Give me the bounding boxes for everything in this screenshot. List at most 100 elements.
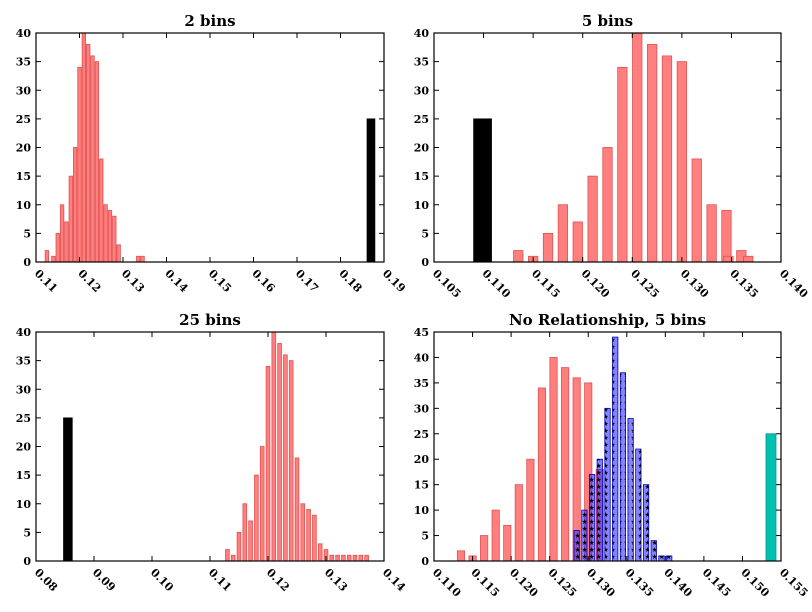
- bar: [77, 66, 82, 263]
- x-tick-label: 0.155: [777, 566, 811, 600]
- bar: [140, 255, 145, 263]
- bar: [561, 367, 570, 562]
- bar: [288, 360, 294, 562]
- x-tick-label: 0.15: [206, 267, 234, 295]
- bar: [63, 417, 73, 562]
- x-tick-label: 0.12: [75, 267, 103, 295]
- bar-hatch: [666, 555, 672, 561]
- chart-title: No Relationship, 5 bins: [509, 311, 706, 329]
- bar-hatch: [581, 510, 588, 561]
- bar: [329, 554, 335, 562]
- bar: [572, 221, 583, 263]
- bar: [632, 32, 643, 263]
- series-observed: [63, 417, 73, 562]
- y-tick-label: 0: [421, 256, 429, 269]
- x-tick-label: 0.125: [628, 267, 662, 301]
- bar: [335, 554, 340, 562]
- x-tick-label: 0.115: [468, 566, 502, 600]
- bar: [73, 147, 78, 263]
- chart-title: 25 bins: [179, 311, 241, 329]
- bar: [364, 554, 369, 562]
- y-tick-label: 15: [16, 170, 31, 183]
- bar: [94, 61, 100, 263]
- y-tick-label: 0: [23, 555, 31, 568]
- y-tick-label: 25: [414, 428, 429, 441]
- x-tick-label: 0.135: [727, 267, 761, 301]
- bar: [537, 387, 547, 562]
- bar: [513, 250, 524, 263]
- x-tick-label: 0.16: [249, 267, 277, 295]
- bar: [99, 158, 104, 263]
- bar: [587, 175, 598, 263]
- bar: [81, 32, 86, 263]
- y-tick-label: 25: [414, 113, 429, 126]
- bar: [116, 244, 121, 263]
- bar: [86, 44, 91, 263]
- x-tick-label: 0.145: [700, 566, 734, 600]
- bar: [542, 232, 554, 263]
- bar-hatch: [597, 459, 603, 561]
- y-tick-label: 35: [16, 355, 31, 368]
- bar: [661, 55, 673, 263]
- series-null-distribution: [513, 32, 747, 263]
- bar: [236, 531, 242, 562]
- y-tick-label: 15: [414, 479, 429, 492]
- x-tick-label: 0.130: [678, 267, 712, 301]
- x-tick-label: 0.14: [380, 566, 408, 594]
- y-tick-label: 45: [414, 326, 429, 339]
- bar: [55, 232, 60, 263]
- y-tick-label: 20: [16, 142, 32, 155]
- bar: [90, 55, 95, 263]
- bar: [107, 210, 113, 263]
- x-tick-label: 0.110: [430, 566, 464, 600]
- x-tick-label: 0.10: [148, 566, 176, 594]
- bar: [358, 554, 364, 562]
- x-tick-label: 0.12: [264, 566, 292, 594]
- x-tick-label: 0.09: [90, 566, 118, 594]
- y-tick-label: 20: [414, 453, 430, 466]
- bar: [706, 204, 717, 263]
- chart-title: 5 bins: [582, 12, 633, 30]
- bar: [491, 509, 500, 562]
- y-tick-label: 0: [23, 256, 31, 269]
- bar-hatch: [612, 337, 618, 561]
- bar: [230, 554, 236, 562]
- bar-hatch: [604, 408, 611, 561]
- bar: [647, 44, 658, 263]
- bar: [300, 503, 306, 562]
- bar: [259, 446, 265, 562]
- x-tick-label: 0.150: [738, 566, 772, 600]
- bar: [366, 118, 376, 263]
- series-observed: [366, 118, 376, 263]
- y-tick-label: 30: [16, 84, 32, 97]
- x-tick-label: 0.08: [32, 566, 60, 594]
- y-tick-label: 30: [16, 383, 32, 396]
- y-tick-label: 35: [414, 377, 429, 390]
- bar: [136, 255, 141, 263]
- bar: [64, 221, 69, 263]
- bar: [691, 158, 702, 263]
- y-tick-label: 40: [414, 351, 430, 364]
- y-tick-label: 5: [23, 227, 31, 240]
- y-tick-label: 10: [16, 199, 32, 212]
- bar: [317, 543, 323, 562]
- x-tick-label: 0.17: [293, 267, 321, 295]
- series-no-relationship: [573, 336, 673, 562]
- y-tick-label: 15: [414, 170, 429, 183]
- y-tick-label: 10: [414, 504, 430, 517]
- bar: [617, 66, 628, 263]
- bar: [312, 514, 317, 562]
- bar: [341, 554, 346, 562]
- y-tick-label: 25: [16, 412, 31, 425]
- bar: [346, 554, 352, 562]
- bar: [743, 255, 754, 263]
- series-observed: [765, 433, 777, 562]
- x-tick-label: 0.140: [661, 566, 695, 600]
- bar: [248, 520, 253, 562]
- bar: [526, 458, 535, 562]
- y-tick-label: 40: [16, 326, 32, 339]
- bar: [306, 509, 311, 562]
- y-tick-label: 35: [414, 56, 429, 69]
- y-tick-label: 10: [16, 498, 32, 511]
